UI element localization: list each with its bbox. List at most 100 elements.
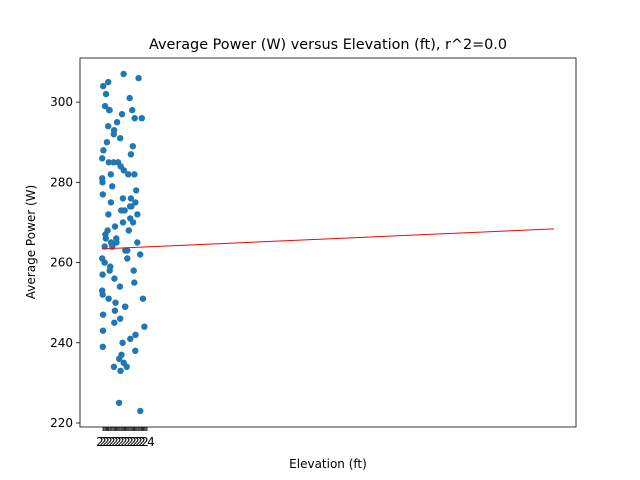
data-point	[113, 239, 120, 246]
data-point	[125, 171, 132, 178]
data-point	[120, 167, 128, 174]
data-point	[117, 367, 124, 374]
x-tick-label: 2	[99, 435, 107, 449]
data-point	[105, 295, 112, 302]
data-point	[127, 195, 135, 202]
data-point	[103, 139, 111, 146]
data-point	[129, 106, 136, 114]
data-point	[121, 207, 128, 214]
data-point	[132, 347, 139, 354]
x-tick-label: 2	[135, 435, 143, 449]
x-tick-label: 2	[105, 435, 113, 449]
data-point	[99, 291, 106, 298]
data-point	[101, 243, 108, 250]
y-axis-label: Average Power (W)	[24, 185, 38, 299]
data-point	[120, 70, 127, 78]
data-point	[115, 399, 123, 407]
data-point	[110, 159, 117, 166]
y-axis-ticks: 220 240 260 280 300	[50, 95, 80, 430]
data-point	[116, 283, 124, 290]
data-point	[129, 219, 137, 226]
data-point	[131, 171, 138, 178]
data-point	[119, 195, 127, 202]
data-point	[100, 82, 107, 90]
data-point	[100, 147, 107, 154]
data-point	[111, 319, 118, 326]
x-tick-label: 2	[102, 435, 110, 449]
data-point	[128, 203, 135, 210]
x-tick-label: 2	[96, 435, 104, 449]
data-point	[110, 131, 118, 138]
data-point	[127, 335, 134, 342]
y-tick-label: 240	[50, 336, 73, 350]
data-point	[129, 143, 136, 150]
data-point	[118, 111, 126, 118]
x-tick-label: 2	[108, 435, 116, 449]
data-point	[102, 90, 110, 98]
x-tick-label: 2	[117, 435, 125, 449]
data-point	[125, 227, 132, 234]
data-point	[135, 74, 142, 82]
x-tick-label: 4	[147, 435, 155, 449]
data-point	[107, 171, 115, 178]
x-tick-label: 2	[138, 435, 146, 449]
chart-title: Average Power (W) versus Elevation (ft),…	[149, 37, 507, 53]
data-point	[138, 115, 145, 122]
data-point	[102, 235, 110, 242]
data-point	[99, 311, 107, 318]
data-point	[130, 267, 137, 274]
data-point	[99, 191, 107, 198]
data-point	[119, 339, 126, 346]
data-point	[105, 211, 112, 218]
data-point	[105, 159, 113, 166]
data-point	[107, 199, 115, 206]
x-axis-label: Elevation (ft)	[289, 457, 367, 471]
fit-line	[101, 228, 555, 250]
data-point	[127, 151, 135, 158]
x-tick-label: 2	[129, 435, 137, 449]
data-point	[105, 78, 112, 86]
data-point	[131, 279, 138, 286]
data-point	[126, 94, 133, 102]
x-tick-label: 2	[114, 435, 122, 449]
data-point	[133, 187, 140, 194]
data-point	[105, 123, 112, 130]
data-point	[106, 106, 113, 114]
data-point	[139, 295, 147, 302]
data-point	[132, 199, 139, 206]
data-point	[106, 267, 113, 274]
data-point	[141, 323, 148, 330]
x-tick-label: 2	[132, 435, 140, 449]
data-point	[109, 183, 116, 190]
data-point	[113, 119, 121, 126]
data-point	[111, 223, 119, 230]
data-point	[101, 259, 108, 266]
data-points	[99, 70, 148, 415]
data-point	[111, 275, 118, 282]
data-point	[99, 327, 107, 334]
data-point	[117, 135, 124, 142]
data-point	[119, 219, 127, 226]
data-point	[134, 239, 141, 246]
data-point	[110, 363, 118, 370]
data-point	[137, 407, 144, 415]
y-tick-label: 300	[50, 95, 73, 109]
data-point	[122, 303, 129, 310]
data-point	[101, 102, 109, 110]
y-tick-label: 260	[50, 256, 73, 270]
data-point	[112, 299, 119, 306]
data-point	[99, 179, 106, 186]
y-tick-label: 280	[50, 175, 73, 189]
data-point	[124, 247, 131, 254]
x-tick-label: 2	[141, 435, 149, 449]
data-point	[111, 307, 119, 314]
data-point	[99, 343, 107, 350]
x-tick-label: 2	[120, 435, 128, 449]
data-point	[123, 363, 130, 370]
data-point	[99, 271, 106, 278]
fit-line-group	[101, 228, 555, 250]
data-point	[124, 255, 131, 262]
x-tick-label: 2	[123, 435, 131, 449]
